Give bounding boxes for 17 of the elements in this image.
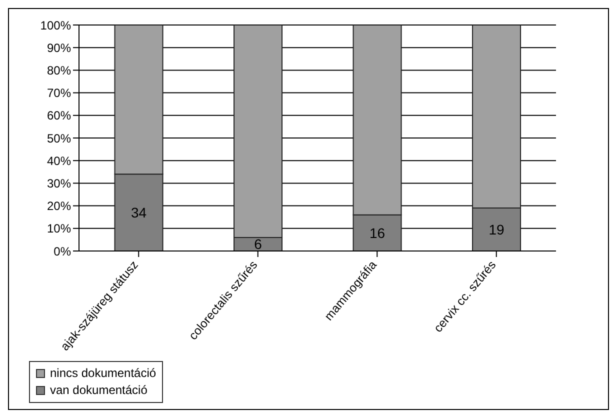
y-tick-label: 60% (46, 108, 72, 123)
y-tick-label: 0% (54, 244, 72, 258)
data-label: 16 (369, 224, 386, 241)
y-tick-label: 90% (46, 40, 72, 55)
data-label: 34 (130, 204, 147, 221)
y-tick-label: 40% (46, 154, 72, 168)
y-tick-label: 10% (46, 222, 72, 236)
legend-label: nincs dokumentáció (49, 365, 156, 382)
data-label: 19 (488, 222, 505, 238)
y-tick-label: 50% (46, 131, 72, 146)
data-label: 6 (254, 236, 262, 252)
legend-label: van dokumentáció (49, 382, 148, 399)
y-tick-label: 80% (46, 63, 72, 78)
y-tick-label: 20% (46, 199, 72, 214)
y-tick-label: 70% (46, 86, 72, 100)
y-tick-label: 100% (40, 18, 72, 32)
y-tick-label: 30% (46, 176, 72, 190)
